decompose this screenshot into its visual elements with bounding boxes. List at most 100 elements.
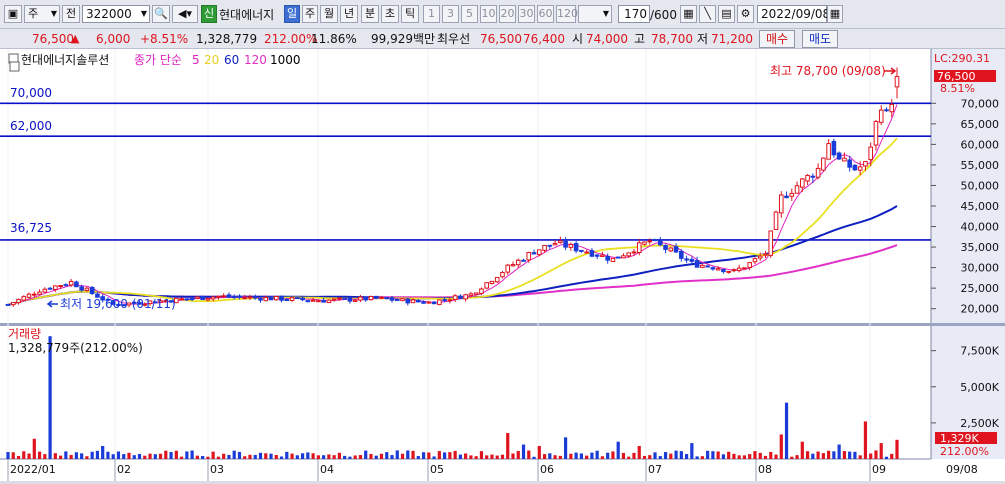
- volume-bar: [695, 456, 699, 459]
- low-value: 71,200: [711, 32, 753, 46]
- volume-bar: [690, 443, 694, 459]
- volume-bar: [842, 451, 846, 459]
- buy-button[interactable]: 매수: [759, 30, 795, 48]
- volume-bar: [343, 455, 347, 459]
- volume-bar: [385, 452, 389, 459]
- candle-body: [100, 296, 105, 301]
- candle-body: [421, 301, 426, 304]
- interval-20[interactable]: 20: [499, 5, 516, 23]
- tab-tick[interactable]: 틱: [401, 5, 419, 23]
- candle-body: [558, 240, 563, 244]
- candle-body: [589, 250, 595, 257]
- volume-bar: [85, 456, 89, 459]
- volume-bar: [201, 456, 205, 459]
- chart-area[interactable]: 70,000 65,000 60,000 55,000 50,000 45,000 40,0…: [0, 49, 1005, 481]
- candle-body: [79, 286, 84, 291]
- volume-bar: [127, 452, 131, 459]
- date-tick-label: 03: [210, 463, 224, 476]
- stock-name: 현대에너지: [219, 8, 275, 22]
- window-menu-icon[interactable]: ▣: [4, 5, 22, 23]
- volume-bar: [269, 453, 273, 459]
- search-icon[interactable]: 🔍: [152, 5, 170, 23]
- candle-body: [705, 265, 710, 268]
- date-tick-label: 07: [648, 463, 662, 476]
- interval-120[interactable]: 120: [556, 5, 578, 23]
- interval-5[interactable]: 5: [461, 5, 478, 23]
- tab-second[interactable]: 초: [381, 5, 399, 23]
- volume-bar: [169, 452, 173, 459]
- candle-body: [300, 297, 305, 301]
- tab-day[interactable]: 일: [284, 5, 300, 23]
- candle-body: [463, 294, 468, 300]
- interval-select[interactable]: ▼: [578, 5, 612, 23]
- candle-body: [258, 297, 263, 301]
- interval-3[interactable]: 3: [442, 5, 459, 23]
- volume-bar: [243, 456, 247, 459]
- speaker-icon[interactable]: ◀▾: [172, 5, 198, 23]
- candle-body: [358, 296, 363, 301]
- candle-body: [552, 242, 558, 246]
- trend-tool-icon[interactable]: ╲: [699, 5, 716, 23]
- candle-body: [663, 245, 668, 250]
- tab-week[interactable]: 주: [302, 5, 318, 23]
- tab-month[interactable]: 월: [320, 5, 338, 23]
- volume-pane-label: 거래량: [8, 327, 41, 341]
- volume-bar: [337, 452, 342, 459]
- volume-bar: [537, 446, 541, 459]
- volume-bar: [869, 453, 873, 459]
- tab-minute[interactable]: 분: [361, 5, 379, 23]
- grid-icon[interactable]: ▦: [680, 5, 697, 23]
- calendar-icon[interactable]: ▦: [827, 5, 843, 23]
- type-select[interactable]: 주 ▼: [24, 5, 60, 23]
- tab-year[interactable]: 년: [340, 5, 358, 23]
- volume-bar: [890, 453, 894, 459]
- candle-body: [568, 243, 574, 248]
- volume-bar: [253, 454, 257, 459]
- interval-10[interactable]: 10: [480, 5, 497, 23]
- volume-bar: [369, 453, 373, 459]
- candle-body: [32, 293, 37, 296]
- volume-bar: [443, 452, 447, 459]
- interval-1[interactable]: 1: [423, 5, 440, 23]
- prefix-button[interactable]: 전: [62, 5, 80, 23]
- sell-button[interactable]: 매도: [802, 30, 838, 48]
- volume-bar: [553, 455, 557, 459]
- volume-bar: [101, 446, 105, 459]
- candle-body: [373, 295, 379, 299]
- candle-body: [437, 299, 442, 305]
- candle-body: [757, 255, 763, 259]
- interval-30[interactable]: 30: [518, 5, 535, 23]
- low-label: 저: [697, 32, 709, 46]
- price-volume-chart[interactable]: 70,000 65,000 60,000 55,000 50,000 45,000 40,0…: [0, 49, 1005, 481]
- candle-body: [200, 295, 205, 301]
- count-input[interactable]: 170: [618, 5, 650, 23]
- volume-bar: [164, 450, 168, 459]
- date-input[interactable]: 2022/09/08: [757, 5, 830, 23]
- interval-60[interactable]: 60: [537, 5, 554, 23]
- volume-bar: [179, 456, 184, 459]
- candle-body: [105, 298, 111, 301]
- gear-icon[interactable]: ⚙: [737, 5, 754, 23]
- volume-bar: [574, 452, 578, 459]
- candle-body: [431, 301, 437, 305]
- date-tick-label: 04: [320, 463, 334, 476]
- save-icon[interactable]: ▤: [718, 5, 735, 23]
- volume-bar: [153, 454, 157, 459]
- legend-grid-icon[interactable]: [9, 61, 20, 72]
- candle-body: [621, 255, 626, 259]
- volume-pane-value: 1,328,779주(212.00%): [8, 341, 143, 355]
- price-tick-label: 40,000: [961, 221, 1000, 234]
- chevron-down-icon: ▼: [602, 9, 609, 18]
- candle-body: [684, 258, 689, 261]
- pane-divider[interactable]: [0, 323, 931, 326]
- volume-bar: [300, 453, 305, 459]
- volume-bar: [748, 454, 752, 459]
- candle-body: [831, 140, 837, 156]
- stock-code-input[interactable]: 322000 ▼: [82, 5, 150, 23]
- arrow-left-icon: [46, 300, 58, 308]
- volume-bar: [816, 451, 820, 459]
- volume-bar: [327, 454, 331, 459]
- candle-body: [889, 103, 895, 113]
- volume-bar: [290, 453, 294, 459]
- current-price: 76,500: [32, 32, 74, 46]
